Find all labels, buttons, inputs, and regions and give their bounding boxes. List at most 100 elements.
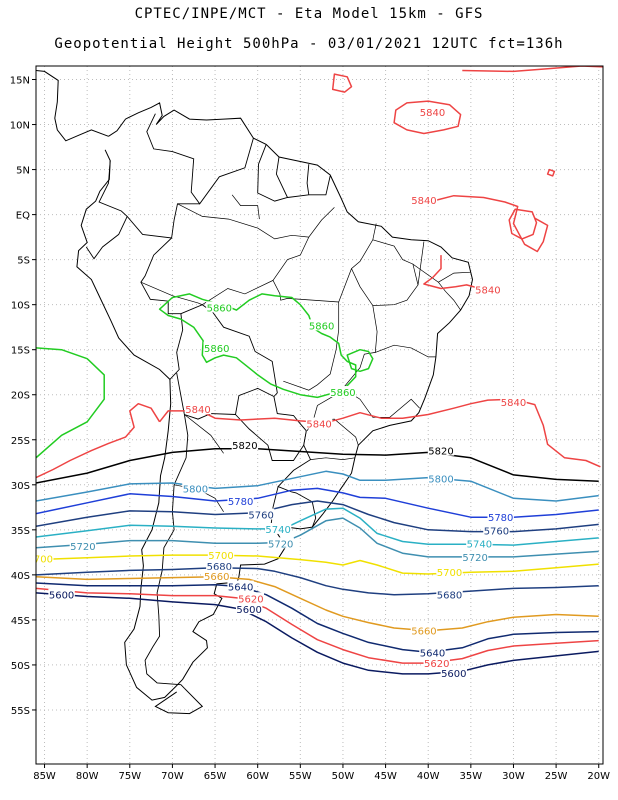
contour-label: 5660 (204, 572, 229, 583)
contour-label-bg (427, 444, 455, 456)
contour-label-bg (305, 417, 333, 429)
axis-ticks: 85W 80W 75W 70W 65W 60W 55W 50W 45W 40W 35W 30W 25W 2… (10, 76, 610, 782)
contour-label: 5780 (488, 513, 513, 524)
state-border (303, 430, 307, 446)
contour-label-bg (436, 588, 463, 600)
coastline (154, 687, 204, 715)
contour-5640 (36, 582, 599, 654)
contour-5860 (158, 293, 357, 399)
contour-label-bg (206, 301, 233, 313)
contour-lines (36, 66, 603, 675)
contour-label: 5800 (183, 484, 208, 495)
contour-5840 (432, 194, 549, 253)
contour-label: 5860 (207, 303, 232, 314)
contour-label-bg (329, 386, 357, 398)
contour-5680 (36, 566, 599, 596)
contour-label: 5740 (467, 539, 492, 550)
state-border (202, 279, 288, 305)
plot-frame (35, 65, 604, 765)
state-border (342, 388, 420, 418)
contour-label-bg (203, 569, 230, 581)
x-tick-label: 45W (374, 771, 397, 782)
contour-label: 5720 (70, 542, 95, 553)
contour-label-bg (423, 657, 450, 669)
country-border (85, 216, 128, 260)
country-border (277, 445, 317, 528)
y-tick-label: 40S (11, 571, 30, 582)
chart-subtitle: Geopotential Height 500hPa - 03/01/2021 … (54, 36, 564, 52)
contour-label-bg (500, 395, 527, 407)
contour-label: 5620 (424, 659, 449, 670)
contour-label-bg (410, 194, 438, 206)
y-tick-label: 15N (10, 76, 30, 87)
x-tick-label: 50W (332, 771, 355, 782)
contour-label-bg (308, 319, 335, 331)
y-tick-label: 20S (11, 391, 30, 402)
contour-label-bg (466, 537, 493, 549)
state-border (310, 457, 355, 460)
state-border (272, 236, 310, 281)
contour-label: 5860 (309, 321, 334, 332)
x-tick-label: 20W (587, 771, 610, 782)
y-tick-label: 50S (11, 661, 30, 672)
contour-label-bg (231, 439, 259, 451)
contour-label-bg (184, 403, 212, 415)
contour-label: 5760 (248, 511, 273, 522)
contour-label-bg (235, 603, 263, 615)
state-border (140, 281, 203, 306)
contour-label-bg (436, 566, 463, 578)
contour-label-bg (203, 341, 230, 353)
contour-label: 5840 (420, 108, 445, 119)
contour-5840 (423, 255, 477, 290)
y-tick-label: 15S (11, 346, 30, 357)
contour-label: 5800 (428, 474, 453, 485)
x-tick-label: 25W (545, 771, 568, 782)
contour-label: 5840 (475, 285, 500, 296)
x-tick-label: 60W (246, 771, 269, 782)
contour-label-bg (48, 588, 75, 600)
x-tick-label: 35W (460, 771, 483, 782)
contour-5840 (462, 66, 603, 73)
contour-label: 5700 (208, 551, 233, 562)
contour-label-bg (227, 495, 254, 507)
contour-5840 (546, 168, 556, 177)
contour-label: 5640 (420, 648, 445, 659)
contour-label-bg (461, 550, 489, 562)
state-border (375, 344, 436, 358)
state-border (231, 194, 260, 220)
contour-label: 5680 (437, 591, 462, 602)
contour-label: 5820 (232, 441, 257, 452)
contour-label: 5740 (265, 525, 290, 536)
state-border (184, 414, 224, 454)
contour-5620 (36, 587, 599, 664)
contour-label-bg (206, 559, 233, 571)
contour-label: 5840 (185, 405, 210, 416)
country-border (98, 160, 200, 239)
state-border (283, 298, 340, 391)
contour-label-bg (483, 524, 510, 536)
chart-title: CPTEC/INPE/MCT - Eta Model 15km - GFS (134, 6, 484, 22)
x-tick-label: 70W (161, 771, 184, 782)
contour-label: 5720 (462, 553, 487, 564)
x-tick-label: 30W (502, 771, 525, 782)
contour-label-bg (410, 624, 438, 636)
contour-label-bg (427, 472, 455, 484)
x-tick-label: 85W (33, 771, 56, 782)
contour-label: 5620 (238, 594, 263, 605)
contour-label: 5600 (49, 591, 74, 602)
y-tick-label: 5S (17, 256, 30, 267)
contour-5840 (159, 398, 601, 468)
y-tick-label: 55S (11, 706, 30, 717)
contour-label-bg (247, 508, 275, 520)
state-border (306, 268, 378, 431)
country-border (257, 144, 331, 202)
state-border (177, 203, 335, 240)
contour-label-bg (182, 482, 209, 494)
contour-5860 (36, 347, 105, 459)
contour-label: 5640 (228, 583, 253, 594)
contour-label-bg (237, 592, 265, 604)
country-border (275, 156, 288, 198)
x-tick-label: 65W (204, 771, 227, 782)
contour-label-bg (474, 283, 502, 295)
country-border (146, 113, 254, 205)
